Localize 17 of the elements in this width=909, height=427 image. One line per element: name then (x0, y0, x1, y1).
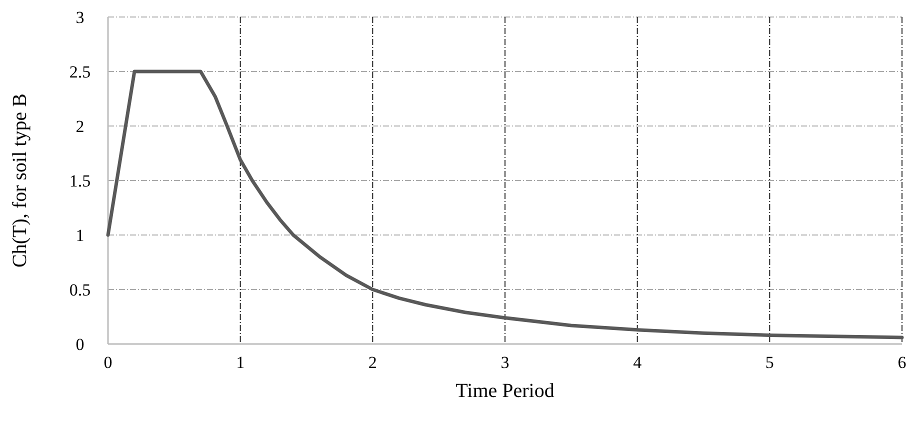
x-tick-label: 2 (368, 353, 377, 372)
y-tick-label: 2 (76, 117, 84, 136)
x-tick-label: 1 (236, 353, 245, 372)
x-axis-title: Time Period (456, 380, 554, 402)
x-tick-label: 6 (898, 353, 906, 372)
x-tick-label: 3 (500, 353, 510, 372)
y-tick-label: 3 (76, 8, 84, 27)
y-tick-label: 2.5 (69, 62, 91, 82)
line-series (106, 70, 904, 340)
x-tick-label: 4 (633, 353, 642, 372)
y-tick-label: 0.5 (69, 280, 91, 300)
y-tick-label: 1.5 (69, 172, 91, 190)
y-axis-title: Ch(T), for soil type B (9, 94, 31, 268)
y-tick-label: 1 (76, 226, 84, 245)
y-tick-label: 0 (76, 335, 84, 354)
x-tick-label: 5 (765, 353, 774, 372)
x-tick-label: 0 (104, 353, 112, 372)
